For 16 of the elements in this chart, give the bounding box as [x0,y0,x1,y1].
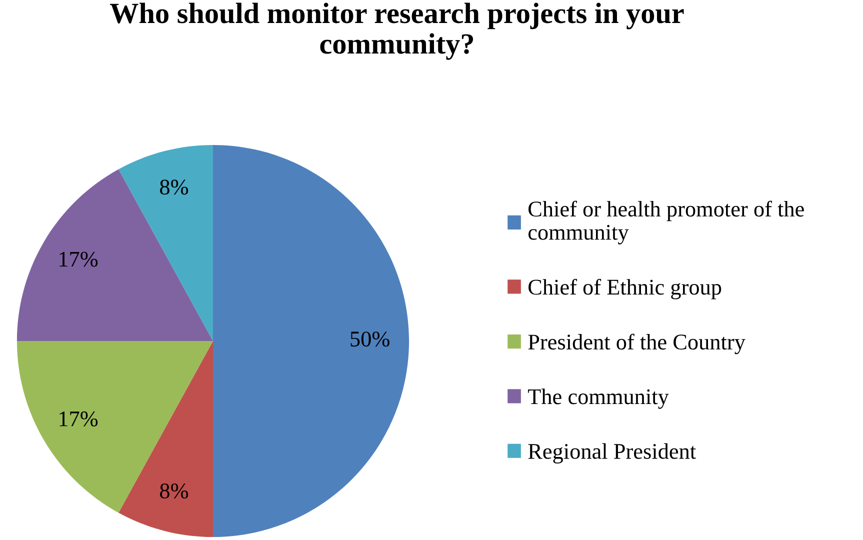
pie-slice [118,144,213,341]
legend-label: Chief or health promoter of the community [528,200,804,244]
data-label: 17% [60,252,98,267]
legend-label: President of the Country [528,334,746,354]
legend-label: Regional President [528,443,696,464]
pie-slice [118,341,213,538]
data-label: 8% [160,483,188,499]
pie-slice [16,169,213,341]
legend-label: Chief of Ethnic group [528,278,722,300]
data-label: 50% [350,332,390,347]
legend-label: The community [528,388,669,409]
pie-slice [16,341,213,513]
chart-title: Who should monitor research projects in your community? [110,2,684,60]
pie-slice [213,144,410,538]
data-label: 8% [160,180,188,195]
data-label: 17% [60,411,98,426]
